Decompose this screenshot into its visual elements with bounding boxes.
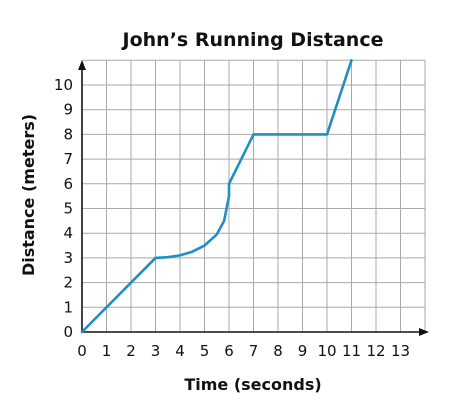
x-tick-label: 4 bbox=[175, 342, 185, 360]
x-tick-label: 3 bbox=[151, 342, 161, 360]
y-tick-label: 0 bbox=[63, 323, 73, 341]
series-group bbox=[80, 59, 353, 334]
x-tick-label: 6 bbox=[224, 342, 234, 360]
x-tick-label: 1 bbox=[102, 342, 112, 360]
y-tick-labels: 0 1 2 3 4 5 6 7 8 9 10 bbox=[54, 76, 73, 341]
y-tick-label: 2 bbox=[63, 274, 73, 292]
x-tick-label: 8 bbox=[273, 342, 283, 360]
x-tick-label: 10 bbox=[317, 342, 336, 360]
y-axis-label: Distance (meters) bbox=[19, 114, 38, 276]
chart-title: John’s Running Distance bbox=[121, 29, 384, 51]
y-tick-label: 4 bbox=[63, 224, 73, 242]
x-tick-label: 2 bbox=[126, 342, 136, 360]
x-tick-label: 9 bbox=[298, 342, 308, 360]
y-tick-label: 3 bbox=[63, 249, 73, 267]
y-tick-label: 5 bbox=[63, 200, 73, 218]
x-axis-label: Time (seconds) bbox=[184, 375, 321, 394]
x-tick-label: 13 bbox=[391, 342, 410, 360]
y-tick-label: 1 bbox=[63, 298, 73, 316]
x-tick-label: 11 bbox=[342, 342, 361, 360]
y-tick-label: 9 bbox=[63, 101, 73, 119]
x-tick-label: 5 bbox=[200, 342, 210, 360]
y-tick-label: 8 bbox=[63, 125, 73, 143]
x-tick-label: 0 bbox=[77, 342, 87, 360]
y-axis-arrow bbox=[78, 60, 86, 70]
series-line bbox=[80, 59, 353, 334]
x-tick-label: 12 bbox=[366, 342, 385, 360]
x-tick-labels: 0 1 2 3 4 5 6 7 8 9 10 11 12 13 bbox=[77, 342, 410, 360]
axes bbox=[78, 60, 429, 336]
x-axis-arrow bbox=[419, 328, 429, 336]
y-tick-label: 6 bbox=[63, 175, 73, 193]
grid bbox=[82, 59, 426, 332]
x-tick-label: 7 bbox=[249, 342, 259, 360]
y-tick-label: 10 bbox=[54, 76, 73, 94]
y-tick-label: 7 bbox=[63, 150, 73, 168]
